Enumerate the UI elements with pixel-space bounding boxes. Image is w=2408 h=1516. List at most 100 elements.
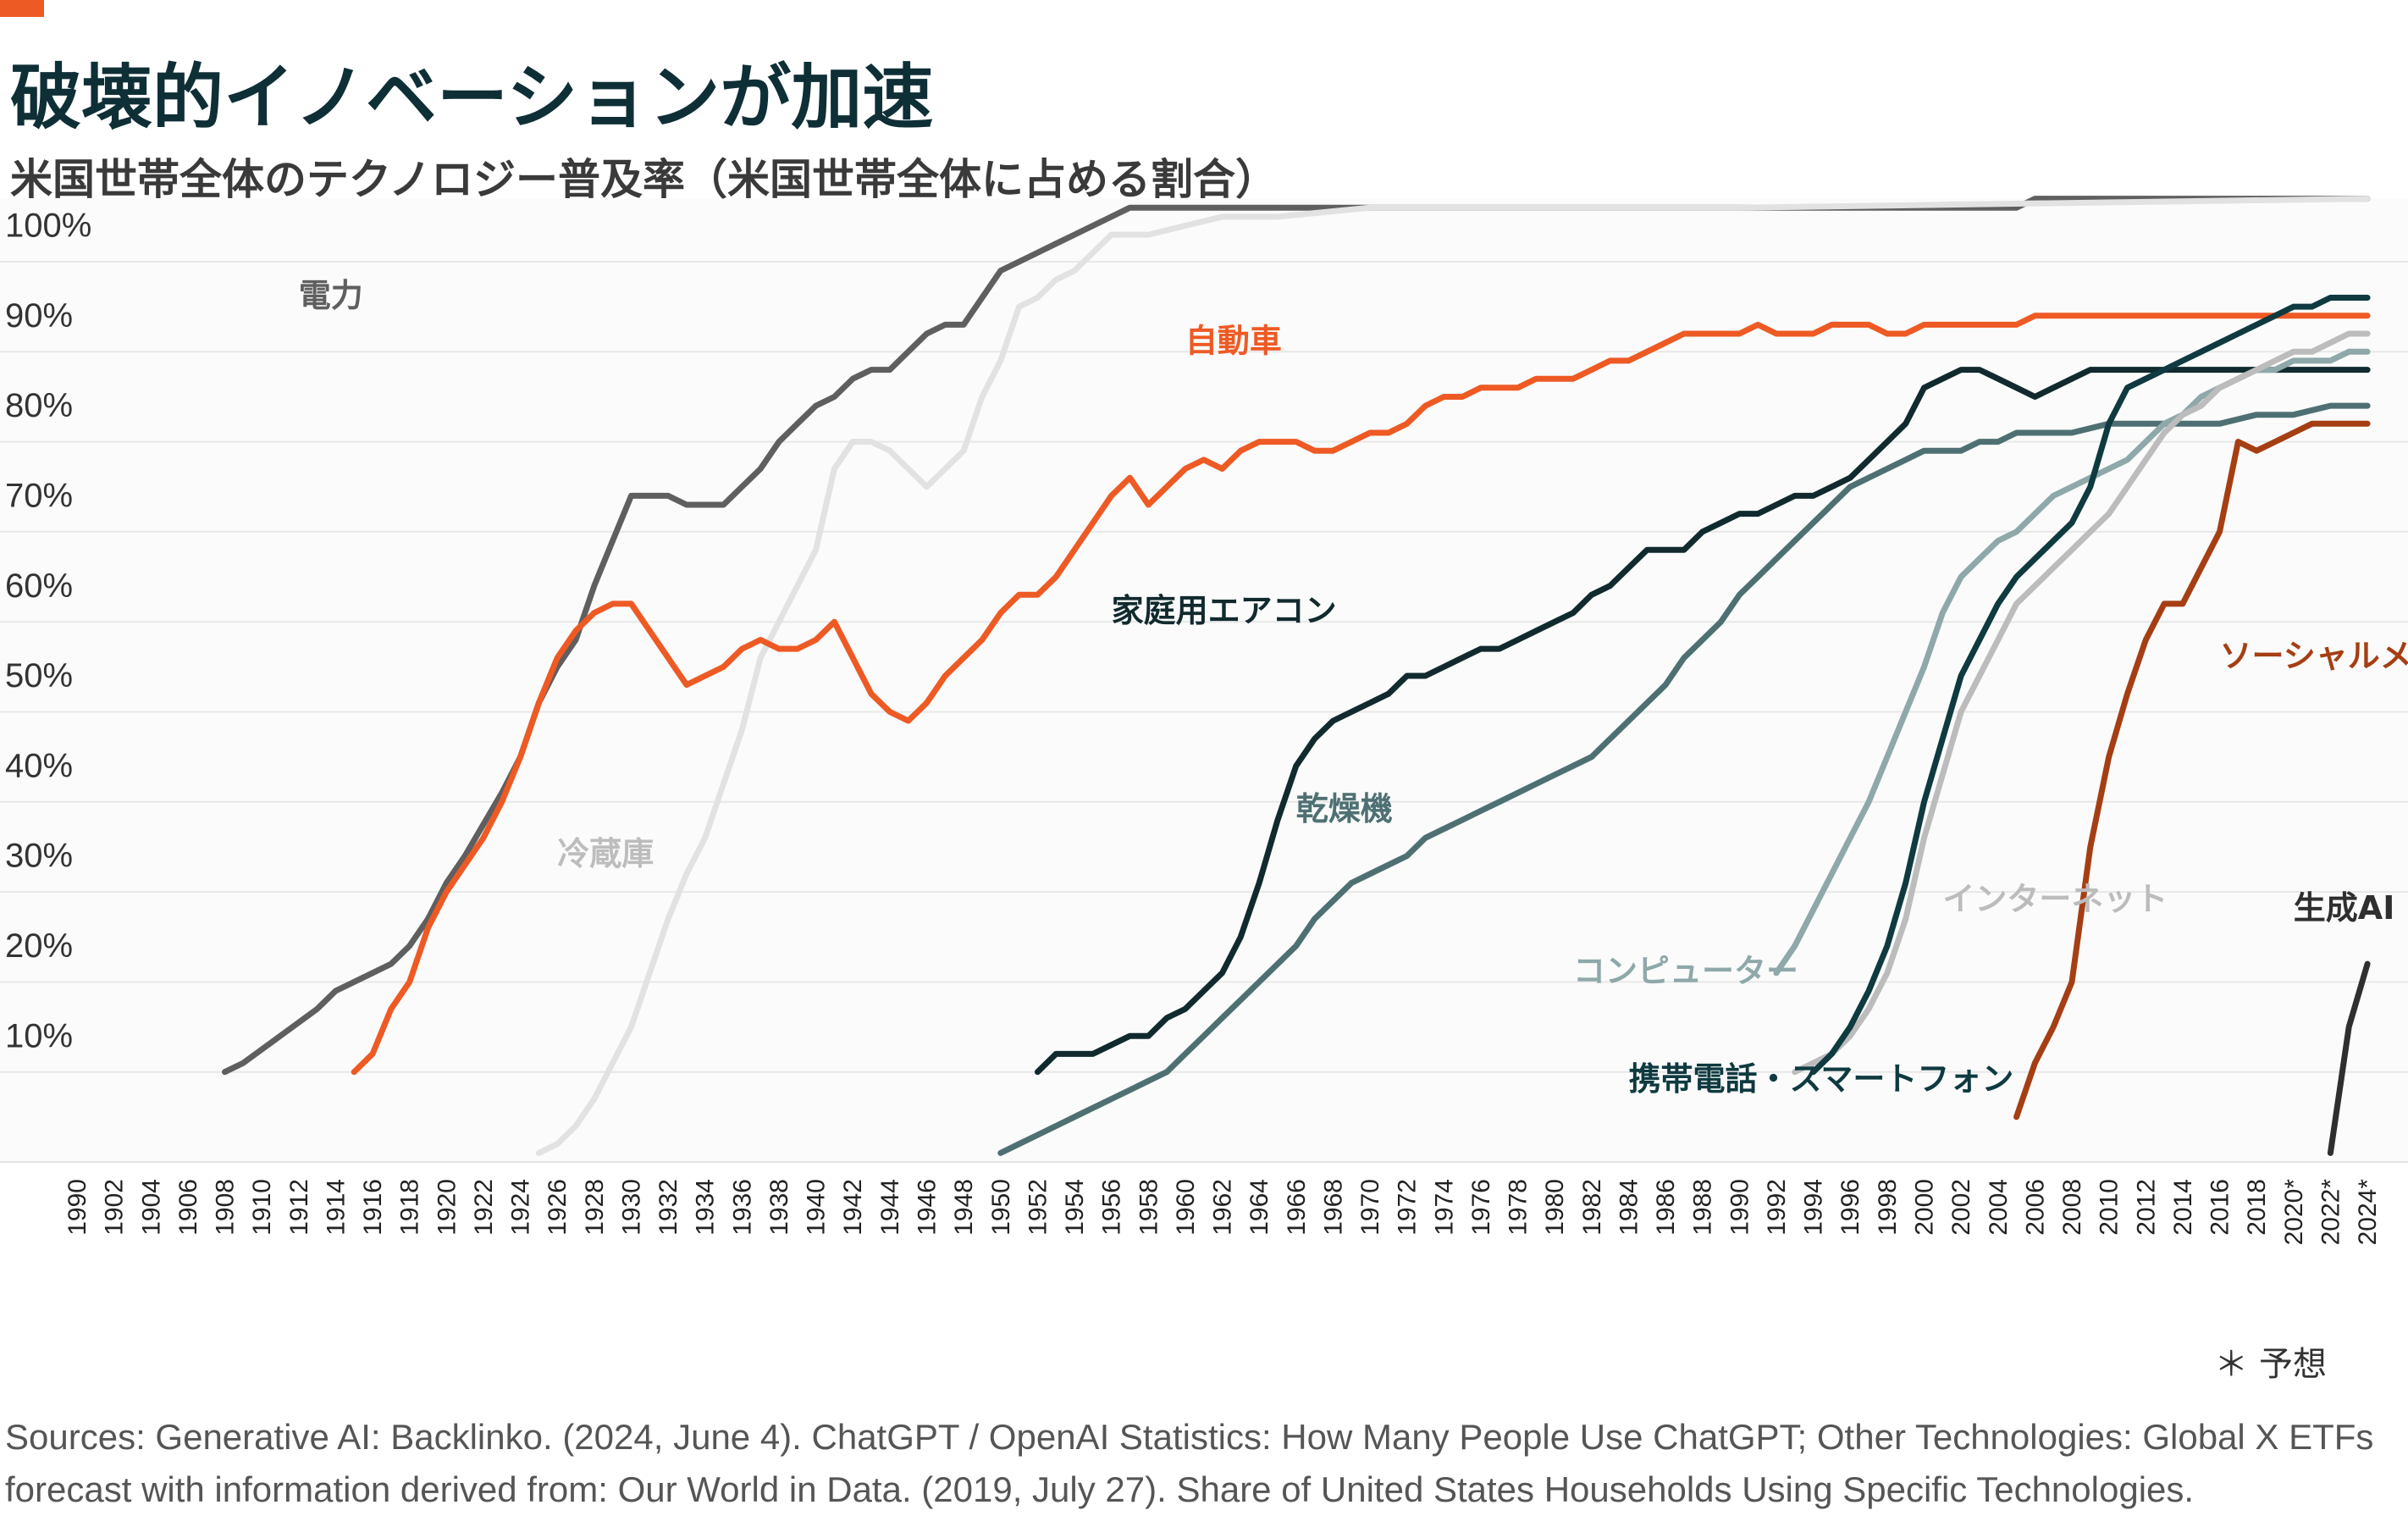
x-tick-label: 1948 bbox=[950, 1179, 978, 1236]
x-tick-label: 1914 bbox=[322, 1179, 350, 1236]
series-line bbox=[2327, 960, 2371, 1156]
x-tick-label: 1982 bbox=[1578, 1179, 1606, 1236]
series-line bbox=[1034, 367, 2371, 1076]
x-tick-label: 1912 bbox=[285, 1179, 313, 1236]
x-tick-label: 1996 bbox=[1836, 1179, 1864, 1236]
x-tick-label: 1966 bbox=[1283, 1179, 1311, 1236]
y-tick-label: 100% bbox=[5, 207, 91, 245]
x-tick-label: 2004 bbox=[1985, 1179, 2013, 1236]
x-tick-label: 1922 bbox=[470, 1179, 498, 1236]
x-tick-label: 1978 bbox=[1505, 1179, 1533, 1236]
y-tick-label: 20% bbox=[5, 927, 73, 965]
x-tick-label: 1968 bbox=[1319, 1179, 1347, 1236]
series-label: 生成AI bbox=[2294, 889, 2395, 927]
x-tick-label: 2014 bbox=[2169, 1179, 2197, 1236]
x-tick-label: 1918 bbox=[396, 1179, 424, 1236]
x-tick-label: 1970 bbox=[1356, 1179, 1384, 1236]
x-tick-label: 1992 bbox=[1763, 1179, 1791, 1236]
x-tick-label: 1960 bbox=[1172, 1179, 1200, 1236]
x-tick-label: 1998 bbox=[1874, 1179, 1902, 1236]
x-tick-label: 1926 bbox=[544, 1179, 572, 1236]
x-tick-label: 1906 bbox=[174, 1179, 202, 1236]
x-tick-label: 1958 bbox=[1135, 1179, 1163, 1236]
x-tick-label: 1952 bbox=[1024, 1179, 1052, 1236]
series-line bbox=[222, 196, 2371, 1076]
x-tick-label: 1938 bbox=[765, 1179, 793, 1236]
x-tick-label: 1904 bbox=[137, 1179, 165, 1236]
x-tick-label: 1940 bbox=[803, 1179, 831, 1236]
series-label: コンピューター bbox=[1573, 952, 1798, 989]
series-label: 冷蔵庫 bbox=[557, 835, 654, 872]
x-tick-label: 1964 bbox=[1245, 1179, 1273, 1236]
x-tick-label: 1974 bbox=[1430, 1179, 1458, 1236]
y-tick-label: 50% bbox=[5, 657, 73, 694]
x-tick-label: 1934 bbox=[692, 1179, 720, 1236]
series-line bbox=[535, 196, 2371, 1156]
x-tick-label: 1902 bbox=[101, 1179, 129, 1236]
y-tick-label: 90% bbox=[5, 297, 73, 335]
series-line bbox=[1792, 330, 2371, 1076]
y-tick-label: 70% bbox=[5, 477, 73, 514]
x-tick-label: 1924 bbox=[507, 1179, 535, 1236]
series-label: インターネット bbox=[1942, 880, 2168, 917]
x-tick-label: 2020* bbox=[2280, 1179, 2308, 1246]
series-label: 家庭用エアコン bbox=[1112, 592, 1337, 629]
series-line bbox=[997, 402, 2371, 1156]
series-line bbox=[1810, 295, 2371, 1076]
series-label: ソーシャルメディア bbox=[2220, 637, 2408, 674]
x-tick-label: 1962 bbox=[1209, 1179, 1237, 1236]
x-tick-label: 1946 bbox=[913, 1179, 941, 1236]
x-tick-label: 1976 bbox=[1467, 1179, 1495, 1236]
x-tick-label: 1994 bbox=[1800, 1179, 1828, 1236]
x-axis: 1990 1902 1904 1906 1908 1910 1912 1914 1916 1918… bbox=[64, 1179, 2382, 1246]
y-tick-label: 80% bbox=[5, 387, 73, 424]
y-tick-label: 10% bbox=[5, 1017, 73, 1054]
series-line bbox=[351, 313, 2371, 1076]
x-tick-label: 1936 bbox=[728, 1179, 756, 1236]
x-tick-label: 2006 bbox=[2021, 1179, 2049, 1236]
x-tick-label: 1916 bbox=[359, 1179, 387, 1236]
y-axis: 10% 20% 30% 40% 50% 60% 70% 80% 90% 100% bbox=[5, 207, 91, 1055]
page-title: 破壊的イノベーションが加速 bbox=[10, 56, 934, 139]
x-tick-label: 1986 bbox=[1652, 1179, 1680, 1236]
x-tick-label: 2012 bbox=[2132, 1179, 2160, 1236]
x-tick-label: 2018 bbox=[2243, 1179, 2271, 1236]
series-line bbox=[2013, 420, 2371, 1120]
x-tick-label: 1910 bbox=[248, 1179, 276, 1236]
x-tick-label: 1972 bbox=[1394, 1179, 1422, 1236]
x-tick-label: 1908 bbox=[212, 1179, 240, 1236]
y-tick-label: 60% bbox=[5, 567, 73, 605]
x-tick-label: 1984 bbox=[1615, 1179, 1643, 1236]
x-tick-label: 1932 bbox=[654, 1179, 682, 1236]
series-label: 携帯電話・スマートフォン bbox=[1628, 1060, 2013, 1098]
sources-text: Sources: Generative AI: Backlinko. (2024… bbox=[5, 1417, 2374, 1509]
series-label: 自動車 bbox=[1185, 322, 1282, 359]
x-tick-label: 1980 bbox=[1541, 1179, 1569, 1236]
plot-background bbox=[0, 198, 2408, 1163]
x-tick-label: 1988 bbox=[1689, 1179, 1717, 1236]
x-tick-label: 2002 bbox=[1947, 1179, 1975, 1236]
series-line bbox=[1773, 348, 2371, 977]
x-tick-label: 2022* bbox=[2317, 1179, 2344, 1246]
x-tick-label: 2016 bbox=[2206, 1179, 2234, 1236]
x-tick-label: 1990 bbox=[1726, 1179, 1754, 1236]
series-label: 電力 bbox=[299, 277, 363, 314]
x-tick-label: 1956 bbox=[1098, 1179, 1126, 1236]
x-tick-label: 1990 bbox=[64, 1179, 91, 1236]
series-label: 乾燥機 bbox=[1296, 790, 1393, 827]
x-tick-label: 1920 bbox=[433, 1179, 461, 1236]
x-tick-label: 1942 bbox=[839, 1179, 867, 1236]
x-tick-label: 2008 bbox=[2058, 1179, 2086, 1236]
x-tick-label: 1950 bbox=[987, 1179, 1015, 1236]
page-subtitle: 米国世帯全体のテクノロジー普及率（米国世帯全体に占める割合） bbox=[10, 155, 1278, 204]
y-tick-label: 40% bbox=[5, 747, 73, 784]
x-tick-label: 1944 bbox=[876, 1179, 904, 1236]
x-tick-label: 2000 bbox=[1911, 1179, 1939, 1236]
x-tick-label: 1930 bbox=[617, 1179, 645, 1236]
x-tick-label: 1928 bbox=[581, 1179, 609, 1236]
forecast-note: ＊ 予想 bbox=[2214, 1345, 2327, 1384]
accent-bar bbox=[0, 0, 44, 17]
x-tick-label: 1954 bbox=[1061, 1179, 1089, 1236]
y-tick-label: 30% bbox=[5, 838, 73, 875]
